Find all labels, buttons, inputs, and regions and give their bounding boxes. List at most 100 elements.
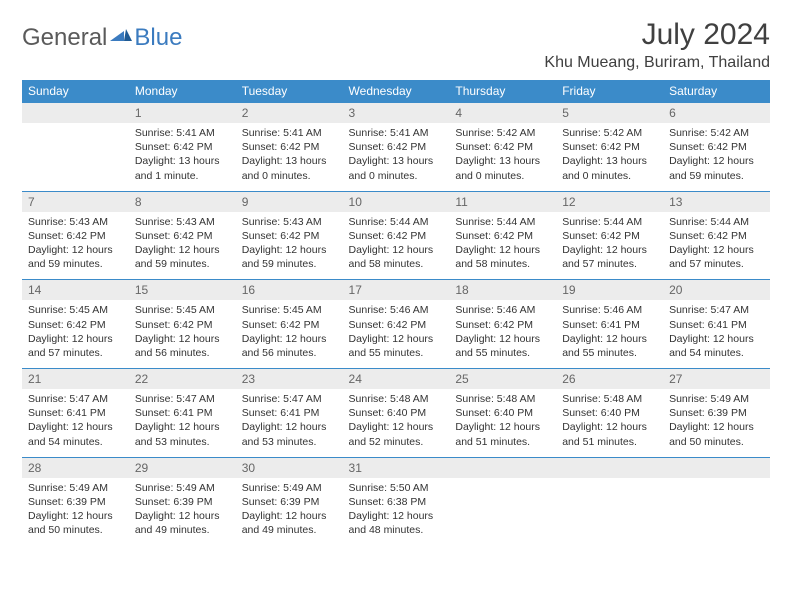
sunrise-text: Sunrise: 5:41 AM [135,126,230,140]
day-cell: Sunrise: 5:46 AMSunset: 6:41 PMDaylight:… [556,300,663,368]
day-cell: Sunrise: 5:44 AMSunset: 6:42 PMDaylight:… [556,212,663,280]
sunset-text: Sunset: 6:42 PM [669,229,764,243]
daylight-text: Daylight: 12 hours and 48 minutes. [349,509,444,537]
day-cell: Sunrise: 5:47 AMSunset: 6:41 PMDaylight:… [22,389,129,457]
day-number: 19 [556,280,663,301]
day-cell: Sunrise: 5:45 AMSunset: 6:42 PMDaylight:… [22,300,129,368]
sunset-text: Sunset: 6:41 PM [562,318,657,332]
daylight-text: Daylight: 12 hours and 55 minutes. [455,332,550,360]
day-number: 8 [129,191,236,212]
logo-mark-icon [110,25,132,41]
sunrise-text: Sunrise: 5:49 AM [669,392,764,406]
daylight-text: Daylight: 12 hours and 59 minutes. [135,243,230,271]
sunrise-text: Sunrise: 5:44 AM [562,215,657,229]
sunrise-text: Sunrise: 5:44 AM [669,215,764,229]
day-number: 26 [556,369,663,390]
daylight-text: Daylight: 12 hours and 55 minutes. [349,332,444,360]
weekday-header: Saturday [663,80,770,103]
day-cell: Sunrise: 5:50 AMSunset: 6:38 PMDaylight:… [343,478,450,546]
sunset-text: Sunset: 6:38 PM [349,495,444,509]
daylight-text: Daylight: 12 hours and 50 minutes. [28,509,123,537]
day-number: 5 [556,103,663,124]
daylight-text: Daylight: 12 hours and 57 minutes. [669,243,764,271]
day-number: 14 [22,280,129,301]
logo-text-general: General [22,24,107,52]
sunset-text: Sunset: 6:41 PM [242,406,337,420]
weekday-header-row: Sunday Monday Tuesday Wednesday Thursday… [22,80,770,103]
sunset-text: Sunset: 6:42 PM [455,229,550,243]
daylight-text: Daylight: 12 hours and 59 minutes. [28,243,123,271]
sunset-text: Sunset: 6:42 PM [242,140,337,154]
sunset-text: Sunset: 6:41 PM [28,406,123,420]
title-block: July 2024 Khu Mueang, Buriram, Thailand [544,18,770,72]
day-cell: Sunrise: 5:48 AMSunset: 6:40 PMDaylight:… [449,389,556,457]
daylight-text: Daylight: 13 hours and 1 minute. [135,154,230,182]
day-cell: Sunrise: 5:47 AMSunset: 6:41 PMDaylight:… [236,389,343,457]
sunrise-text: Sunrise: 5:47 AM [669,303,764,317]
day-cell: Sunrise: 5:46 AMSunset: 6:42 PMDaylight:… [449,300,556,368]
month-title: July 2024 [544,18,770,52]
sunrise-text: Sunrise: 5:48 AM [562,392,657,406]
day-cell: Sunrise: 5:49 AMSunset: 6:39 PMDaylight:… [129,478,236,546]
day-number: 13 [663,191,770,212]
detail-row: Sunrise: 5:45 AMSunset: 6:42 PMDaylight:… [22,300,770,368]
day-number: 22 [129,369,236,390]
daylight-text: Daylight: 12 hours and 49 minutes. [242,509,337,537]
weekday-header: Friday [556,80,663,103]
day-number: 16 [236,280,343,301]
daylight-text: Daylight: 12 hours and 51 minutes. [562,420,657,448]
sunrise-text: Sunrise: 5:41 AM [242,126,337,140]
day-number: 6 [663,103,770,124]
sunrise-text: Sunrise: 5:48 AM [349,392,444,406]
day-cell: Sunrise: 5:46 AMSunset: 6:42 PMDaylight:… [343,300,450,368]
sunset-text: Sunset: 6:42 PM [28,229,123,243]
daylight-text: Daylight: 12 hours and 56 minutes. [242,332,337,360]
day-cell: Sunrise: 5:45 AMSunset: 6:42 PMDaylight:… [129,300,236,368]
detail-row: Sunrise: 5:41 AMSunset: 6:42 PMDaylight:… [22,123,770,191]
day-number: 28 [22,457,129,478]
sunrise-text: Sunrise: 5:44 AM [349,215,444,229]
daylight-text: Daylight: 12 hours and 54 minutes. [669,332,764,360]
sunset-text: Sunset: 6:42 PM [562,229,657,243]
daynum-row: 21222324252627 [22,369,770,390]
day-cell: Sunrise: 5:42 AMSunset: 6:42 PMDaylight:… [449,123,556,191]
sunrise-text: Sunrise: 5:47 AM [28,392,123,406]
day-cell: Sunrise: 5:49 AMSunset: 6:39 PMDaylight:… [236,478,343,546]
day-number: 30 [236,457,343,478]
sunrise-text: Sunrise: 5:46 AM [562,303,657,317]
sunset-text: Sunset: 6:42 PM [669,140,764,154]
detail-row: Sunrise: 5:43 AMSunset: 6:42 PMDaylight:… [22,212,770,280]
day-number: 24 [343,369,450,390]
day-cell: Sunrise: 5:45 AMSunset: 6:42 PMDaylight:… [236,300,343,368]
sunset-text: Sunset: 6:42 PM [349,318,444,332]
sunset-text: Sunset: 6:39 PM [135,495,230,509]
day-number: 17 [343,280,450,301]
weekday-header: Monday [129,80,236,103]
day-cell [663,478,770,546]
sunset-text: Sunset: 6:42 PM [349,140,444,154]
daynum-row: 14151617181920 [22,280,770,301]
sunrise-text: Sunrise: 5:43 AM [28,215,123,229]
sunset-text: Sunset: 6:42 PM [135,318,230,332]
daylight-text: Daylight: 12 hours and 53 minutes. [242,420,337,448]
daynum-row: 28293031 [22,457,770,478]
day-cell [22,123,129,191]
sunrise-text: Sunrise: 5:49 AM [135,481,230,495]
daylight-text: Daylight: 12 hours and 59 minutes. [669,154,764,182]
day-number [22,103,129,124]
daylight-text: Daylight: 12 hours and 49 minutes. [135,509,230,537]
sunrise-text: Sunrise: 5:46 AM [349,303,444,317]
sunrise-text: Sunrise: 5:48 AM [455,392,550,406]
calendar-body: 123456Sunrise: 5:41 AMSunset: 6:42 PMDay… [22,103,770,546]
daylight-text: Daylight: 12 hours and 57 minutes. [28,332,123,360]
daylight-text: Daylight: 12 hours and 58 minutes. [349,243,444,271]
day-number: 2 [236,103,343,124]
daylight-text: Daylight: 12 hours and 53 minutes. [135,420,230,448]
day-cell: Sunrise: 5:44 AMSunset: 6:42 PMDaylight:… [343,212,450,280]
day-cell: Sunrise: 5:44 AMSunset: 6:42 PMDaylight:… [663,212,770,280]
sunset-text: Sunset: 6:40 PM [455,406,550,420]
day-cell: Sunrise: 5:44 AMSunset: 6:42 PMDaylight:… [449,212,556,280]
day-cell: Sunrise: 5:47 AMSunset: 6:41 PMDaylight:… [663,300,770,368]
day-cell: Sunrise: 5:47 AMSunset: 6:41 PMDaylight:… [129,389,236,457]
sunrise-text: Sunrise: 5:42 AM [455,126,550,140]
